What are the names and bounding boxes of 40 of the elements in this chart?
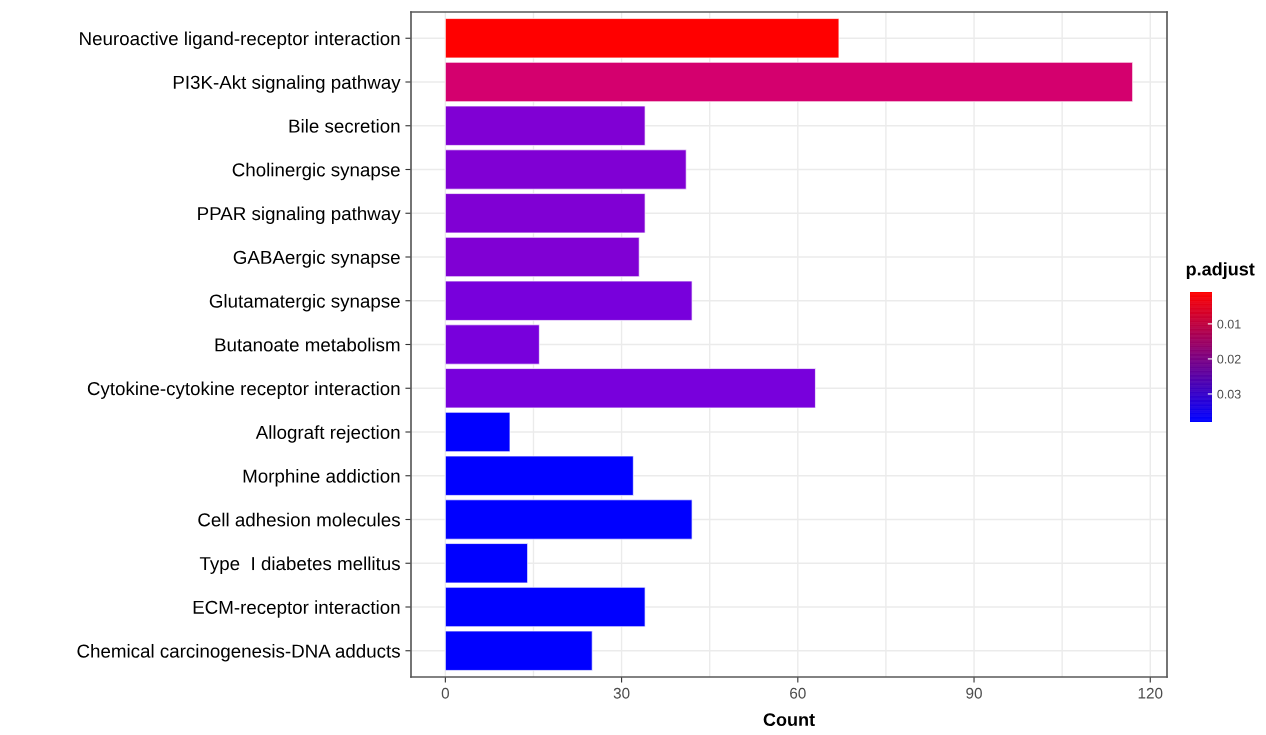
x-tick-label: 60 [790,687,806,699]
bar [445,411,511,453]
y-tick-label: Cell adhesion molecules [198,512,400,527]
bar [445,324,540,365]
y-tick-label: GABAergic synapse [233,250,400,268]
bar [445,455,634,496]
y-tick-label: Type I diabetes mellitus [199,556,400,574]
y-tick-label: Morphine addiction [243,468,400,487]
x-tick-label: 120 [1138,687,1163,699]
y-tick-label: Allograft rejection [255,425,400,443]
x-tick-label: 90 [966,687,982,699]
bar [445,236,640,278]
y-tick-label: Bile secretion [289,118,400,133]
y-tick-label: Cytokine-cytokine receptor interaction [87,381,400,399]
color-bar-label: 0.03 [1217,389,1241,399]
bar [445,586,646,628]
bar [445,105,646,146]
bar [445,280,693,321]
bar [445,368,816,409]
x-tick-label: 0 [441,687,450,699]
y-tick-label: ECM-receptor interaction [193,600,400,618]
bar [445,543,528,584]
bar [445,18,840,59]
y-tick-label: Neuroactive ligand-receptor interaction [80,31,400,49]
y-tick-label: PI3K-Akt signaling pathway [173,75,401,93]
bar [445,61,1133,103]
y-tick-label: Butanoate metabolism [215,337,400,352]
y-tick-label: PPAR signaling pathway [198,206,401,224]
bar [445,499,693,540]
x-tick-label: 30 [613,687,630,699]
y-tick-label: Cholinergic synapse [232,162,400,181]
color-bar-label: 0.01 [1217,319,1241,329]
bar [445,149,687,190]
bar [445,193,646,234]
bar [445,630,593,671]
color-bar-title: p.adjust [1186,262,1255,280]
color-bar-label: 0.02 [1217,354,1241,364]
y-tick-label: Chemical carcinogenesis-DNA adducts [77,643,400,662]
x-axis-title: Count [763,713,815,727]
y-tick-label: Glutamatergic synapse [209,293,400,312]
